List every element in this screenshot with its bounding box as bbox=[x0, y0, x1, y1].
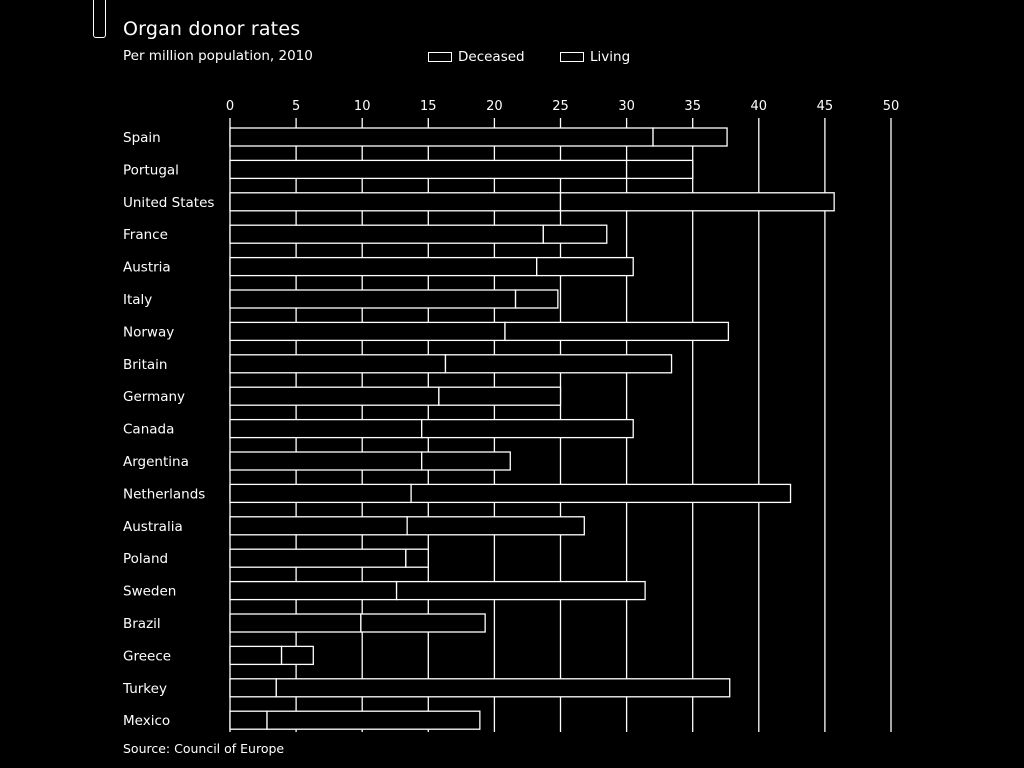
bar-deceased bbox=[229, 710, 268, 730]
x-tick-label: 25 bbox=[552, 99, 569, 114]
category-label: Sweden bbox=[123, 584, 176, 600]
bar-deceased bbox=[229, 289, 517, 309]
bar-deceased bbox=[229, 224, 544, 244]
x-tick-label: 0 bbox=[226, 99, 234, 114]
category-label: Turkey bbox=[122, 681, 167, 697]
bar-living bbox=[275, 678, 731, 698]
brand-tag bbox=[93, 0, 106, 38]
bar-living bbox=[360, 613, 486, 633]
legend-swatch-deceased bbox=[428, 52, 452, 62]
bar-deceased bbox=[229, 159, 628, 180]
bar-deceased bbox=[229, 645, 283, 666]
x-tick-label: 50 bbox=[883, 99, 900, 114]
bar-deceased bbox=[229, 613, 362, 633]
bar-living bbox=[406, 516, 585, 536]
category-label: Mexico bbox=[123, 713, 170, 729]
legend-label-living: Living bbox=[590, 49, 631, 65]
category-label: Netherlands bbox=[123, 486, 205, 502]
category-label: Italy bbox=[123, 292, 152, 308]
category-label: Spain bbox=[123, 130, 161, 146]
category-label: Norway bbox=[123, 324, 174, 340]
bar-deceased bbox=[229, 516, 408, 536]
legend-item-living: Living bbox=[560, 49, 630, 65]
category-label: Canada bbox=[123, 422, 174, 438]
x-tick-label: 20 bbox=[486, 99, 503, 114]
bar-deceased bbox=[229, 386, 440, 406]
x-tick-label: 40 bbox=[751, 99, 768, 114]
category-label: Austria bbox=[123, 260, 171, 276]
bar-living bbox=[542, 224, 608, 244]
bar-living bbox=[410, 483, 792, 504]
chart-title: Organ donor rates bbox=[123, 18, 301, 40]
legend-label-deceased: Deceased bbox=[458, 49, 525, 65]
bar-deceased bbox=[229, 451, 423, 471]
bar-living bbox=[280, 645, 314, 666]
category-label: United States bbox=[123, 195, 214, 211]
bar-deceased bbox=[229, 256, 538, 277]
legend-swatch-living bbox=[560, 52, 584, 62]
legend-item-deceased: Deceased bbox=[428, 49, 525, 65]
bar-living bbox=[395, 580, 646, 601]
x-tick-label: 5 bbox=[292, 99, 300, 114]
category-label: Germany bbox=[123, 389, 185, 405]
chart-subtitle: Per million population, 2010 bbox=[123, 48, 313, 64]
category-label: Australia bbox=[123, 519, 183, 535]
bar-living bbox=[559, 192, 835, 212]
x-tick-label: 45 bbox=[817, 99, 834, 114]
source-note: Source: Council of Europe bbox=[123, 741, 285, 756]
bar-living bbox=[266, 710, 481, 730]
category-label: Greece bbox=[123, 648, 171, 664]
bar-living bbox=[405, 548, 429, 568]
category-label: France bbox=[123, 227, 168, 243]
bar-deceased bbox=[229, 127, 654, 147]
bar-living bbox=[421, 418, 634, 439]
bar-living bbox=[652, 127, 728, 147]
bar-deceased bbox=[229, 321, 506, 342]
category-label: Portugal bbox=[123, 162, 179, 178]
x-tick-label: 10 bbox=[354, 99, 371, 114]
bar-living bbox=[536, 256, 634, 277]
bar-deceased bbox=[229, 580, 398, 601]
bar-living bbox=[504, 321, 730, 342]
x-tick-label: 15 bbox=[420, 99, 437, 114]
x-tick-label: 35 bbox=[684, 99, 701, 114]
bar-deceased bbox=[229, 678, 277, 698]
bar-deceased bbox=[229, 354, 447, 374]
category-label: Britain bbox=[123, 357, 167, 373]
category-label: Poland bbox=[123, 551, 168, 567]
bar-living bbox=[444, 354, 673, 374]
bar-deceased bbox=[229, 418, 423, 439]
category-label: Brazil bbox=[123, 616, 161, 632]
bar-living bbox=[625, 159, 694, 180]
bar-living bbox=[514, 289, 559, 309]
bar-living bbox=[421, 451, 511, 471]
bar-deceased bbox=[229, 548, 407, 568]
category-label: Argentina bbox=[123, 454, 189, 470]
bar-deceased bbox=[229, 192, 562, 212]
x-tick-label: 30 bbox=[618, 99, 635, 114]
bar-living bbox=[438, 386, 562, 406]
bar-deceased bbox=[229, 483, 412, 504]
